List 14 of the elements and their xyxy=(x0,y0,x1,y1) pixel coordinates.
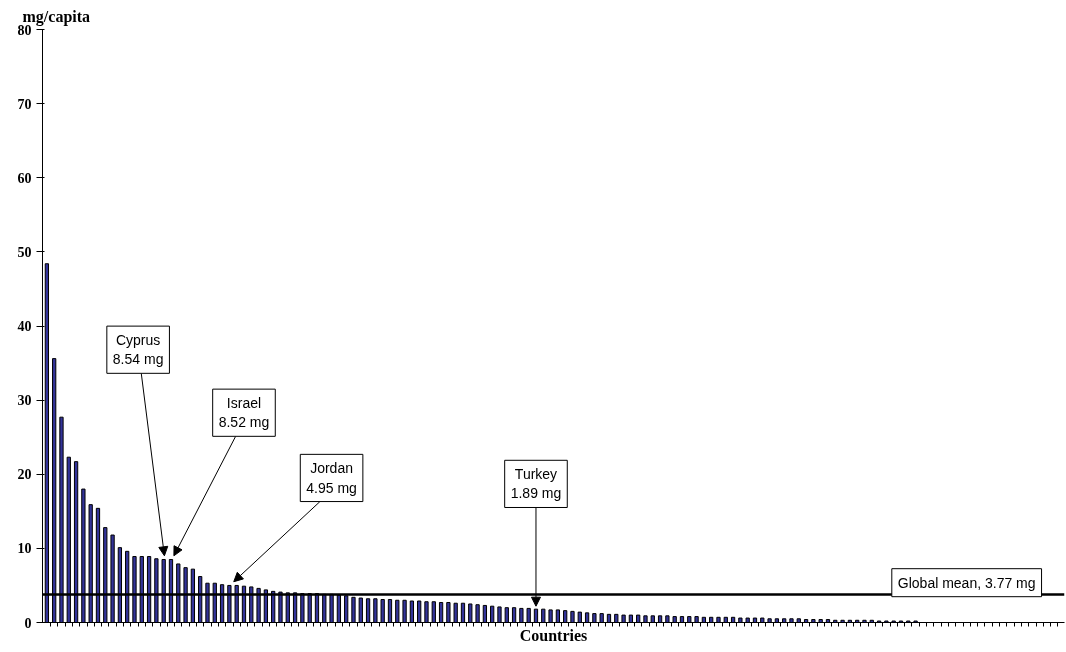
ref-line-label: Global mean, 3.77 mg xyxy=(897,574,1036,591)
y-tick-label: 70 xyxy=(17,96,32,112)
y-tick-label: 10 xyxy=(17,541,32,557)
annotation: Cyprus 8.54 mg xyxy=(112,332,164,368)
y-tick-label: 40 xyxy=(17,319,32,334)
y-tick-label: 0 xyxy=(24,615,32,631)
annotation: Israel 8.52 mg xyxy=(218,395,270,431)
y-tick-label: 60 xyxy=(17,170,32,186)
x-axis-title: Countries xyxy=(519,626,588,644)
y-tick-label: 50 xyxy=(17,244,32,260)
y-tick-label: 30 xyxy=(17,393,32,409)
y-tick-label: 20 xyxy=(17,467,32,483)
annotation: Turkey 1.89 mg xyxy=(510,466,562,502)
annotation: Jordan 4.95 mg xyxy=(306,460,357,496)
